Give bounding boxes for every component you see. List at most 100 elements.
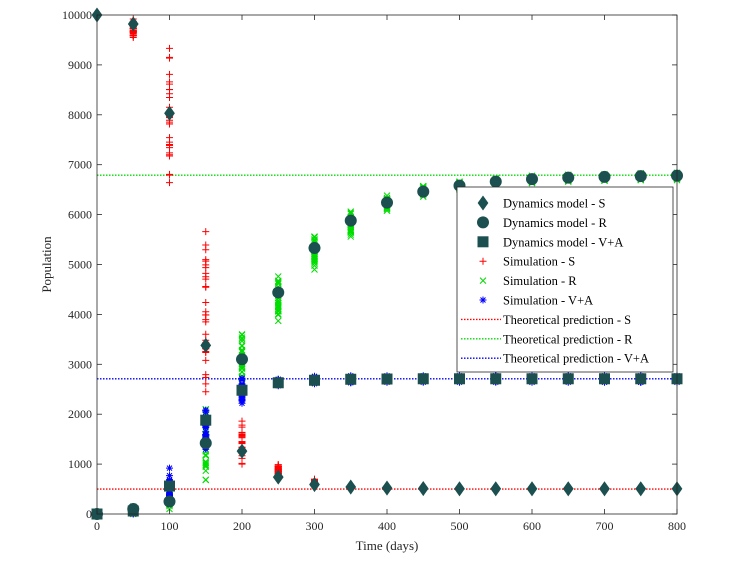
legend-label: Dynamics model - V+A	[503, 235, 623, 249]
simulation-point	[311, 259, 318, 267]
simulation-point	[311, 233, 318, 240]
legend-entry-7: Theoretical prediction - R	[461, 332, 633, 346]
legend-label: Theoretical prediction - V+A	[503, 352, 649, 366]
legend-label: Simulation - V+A	[503, 294, 593, 308]
simulation-point	[311, 253, 318, 260]
dynamics-point	[454, 481, 465, 497]
simulation-point	[238, 423, 246, 431]
dynamics-point	[635, 481, 647, 497]
simulation-point	[238, 331, 246, 338]
y-tick-label: 6000	[68, 208, 92, 222]
simulation-point	[238, 342, 246, 349]
legend-label: Dynamics model - S	[503, 197, 605, 211]
simulation-point	[166, 134, 173, 142]
y-tick-label: 3000	[68, 357, 92, 371]
legend-entry-5: Simulation - V+A	[479, 294, 593, 308]
x-tick-label: 200	[233, 519, 251, 533]
dynamics-point	[164, 105, 175, 121]
legend-label: Dynamics model - R	[503, 216, 607, 230]
y-tick-label: 5000	[68, 258, 92, 272]
y-tick-label: 10000	[62, 8, 92, 22]
legend-label: Simulation - R	[503, 274, 577, 288]
simulation-point	[166, 464, 173, 472]
x-tick-label: 100	[161, 519, 179, 533]
legend-marker	[479, 296, 487, 304]
simulation-point	[202, 273, 210, 281]
dynamics-point	[417, 481, 429, 497]
dynamics-point	[526, 481, 538, 497]
axes: 0 100 200 300 400 500 600 700 800010002000300040…	[62, 8, 686, 533]
legend-marker	[477, 216, 489, 229]
simulation-point	[202, 228, 210, 236]
dynamics-point	[490, 373, 502, 385]
simulation-point	[238, 342, 246, 350]
legend-entry-0: Dynamics model - S	[477, 195, 605, 211]
x-tick-label: 400	[378, 519, 396, 533]
dynamics-point	[236, 353, 248, 366]
dynamics-point	[308, 242, 321, 255]
simulation-point	[202, 422, 210, 430]
simulation-point	[202, 356, 210, 364]
simulation-point	[166, 85, 173, 93]
dynamics-point	[127, 505, 139, 517]
simulation-point	[274, 273, 282, 280]
dynamics-point	[309, 477, 320, 493]
legend-marker	[477, 195, 489, 211]
simulation-point	[274, 317, 282, 325]
simulation-point	[202, 476, 210, 484]
dynamics-point	[272, 286, 285, 299]
dynamics-point	[272, 469, 284, 485]
x-tick-label: 500	[451, 519, 469, 533]
simulation-point	[238, 368, 246, 376]
dynamics-point	[526, 373, 538, 385]
simulation-point	[202, 451, 210, 459]
x-axis-title: Time (days)	[356, 538, 419, 553]
dynamics-point	[164, 480, 175, 492]
simulation-point	[274, 302, 282, 310]
simulation-point	[166, 94, 173, 102]
simulation-point	[166, 491, 173, 499]
legend-marker	[477, 236, 489, 248]
simulation-point	[202, 388, 210, 396]
legend-marker	[479, 277, 487, 284]
dynamics-point	[272, 377, 284, 389]
simulation-point	[202, 462, 210, 469]
legend-entry-2: Dynamics model - V+A	[477, 235, 623, 249]
simulation-point	[238, 417, 246, 425]
dynamics-point	[417, 185, 430, 198]
dynamics-point	[490, 481, 502, 497]
dynamics-point	[127, 16, 139, 32]
y-tick-label: 2000	[68, 407, 92, 421]
simulation-point	[166, 179, 173, 187]
plot-area	[91, 7, 683, 520]
dynamics-point	[454, 373, 465, 385]
dynamics-point	[598, 170, 611, 183]
dynamics-point	[526, 173, 538, 186]
dynamics-point	[599, 373, 610, 385]
y-tick-label: 4000	[68, 307, 92, 321]
dynamics-point	[417, 373, 429, 385]
y-tick-label: 0	[86, 507, 92, 521]
simulation-point	[202, 330, 210, 338]
simulation-series-2	[93, 372, 681, 518]
simulation-point	[274, 280, 282, 288]
simulation-point	[166, 152, 173, 160]
simulation-point	[166, 141, 173, 149]
legend-entry-8: Theoretical prediction - V+A	[461, 352, 649, 366]
dynamics-point	[635, 373, 647, 385]
simulation-point	[202, 299, 210, 307]
simulation-point	[166, 78, 173, 86]
simulation-point	[274, 296, 282, 304]
simulation-point	[311, 258, 318, 266]
legend-label: Theoretical prediction - S	[503, 313, 631, 327]
simulation-point	[274, 461, 282, 469]
simulation-point	[347, 228, 355, 236]
legend-marker	[479, 257, 487, 265]
legend-entry-6: Theoretical prediction - S	[461, 313, 631, 327]
simulation-point	[202, 318, 210, 326]
simulation-point	[238, 374, 246, 382]
simulation-point	[202, 461, 210, 468]
y-tick-label: 1000	[68, 457, 92, 471]
simulation-point	[202, 463, 210, 471]
